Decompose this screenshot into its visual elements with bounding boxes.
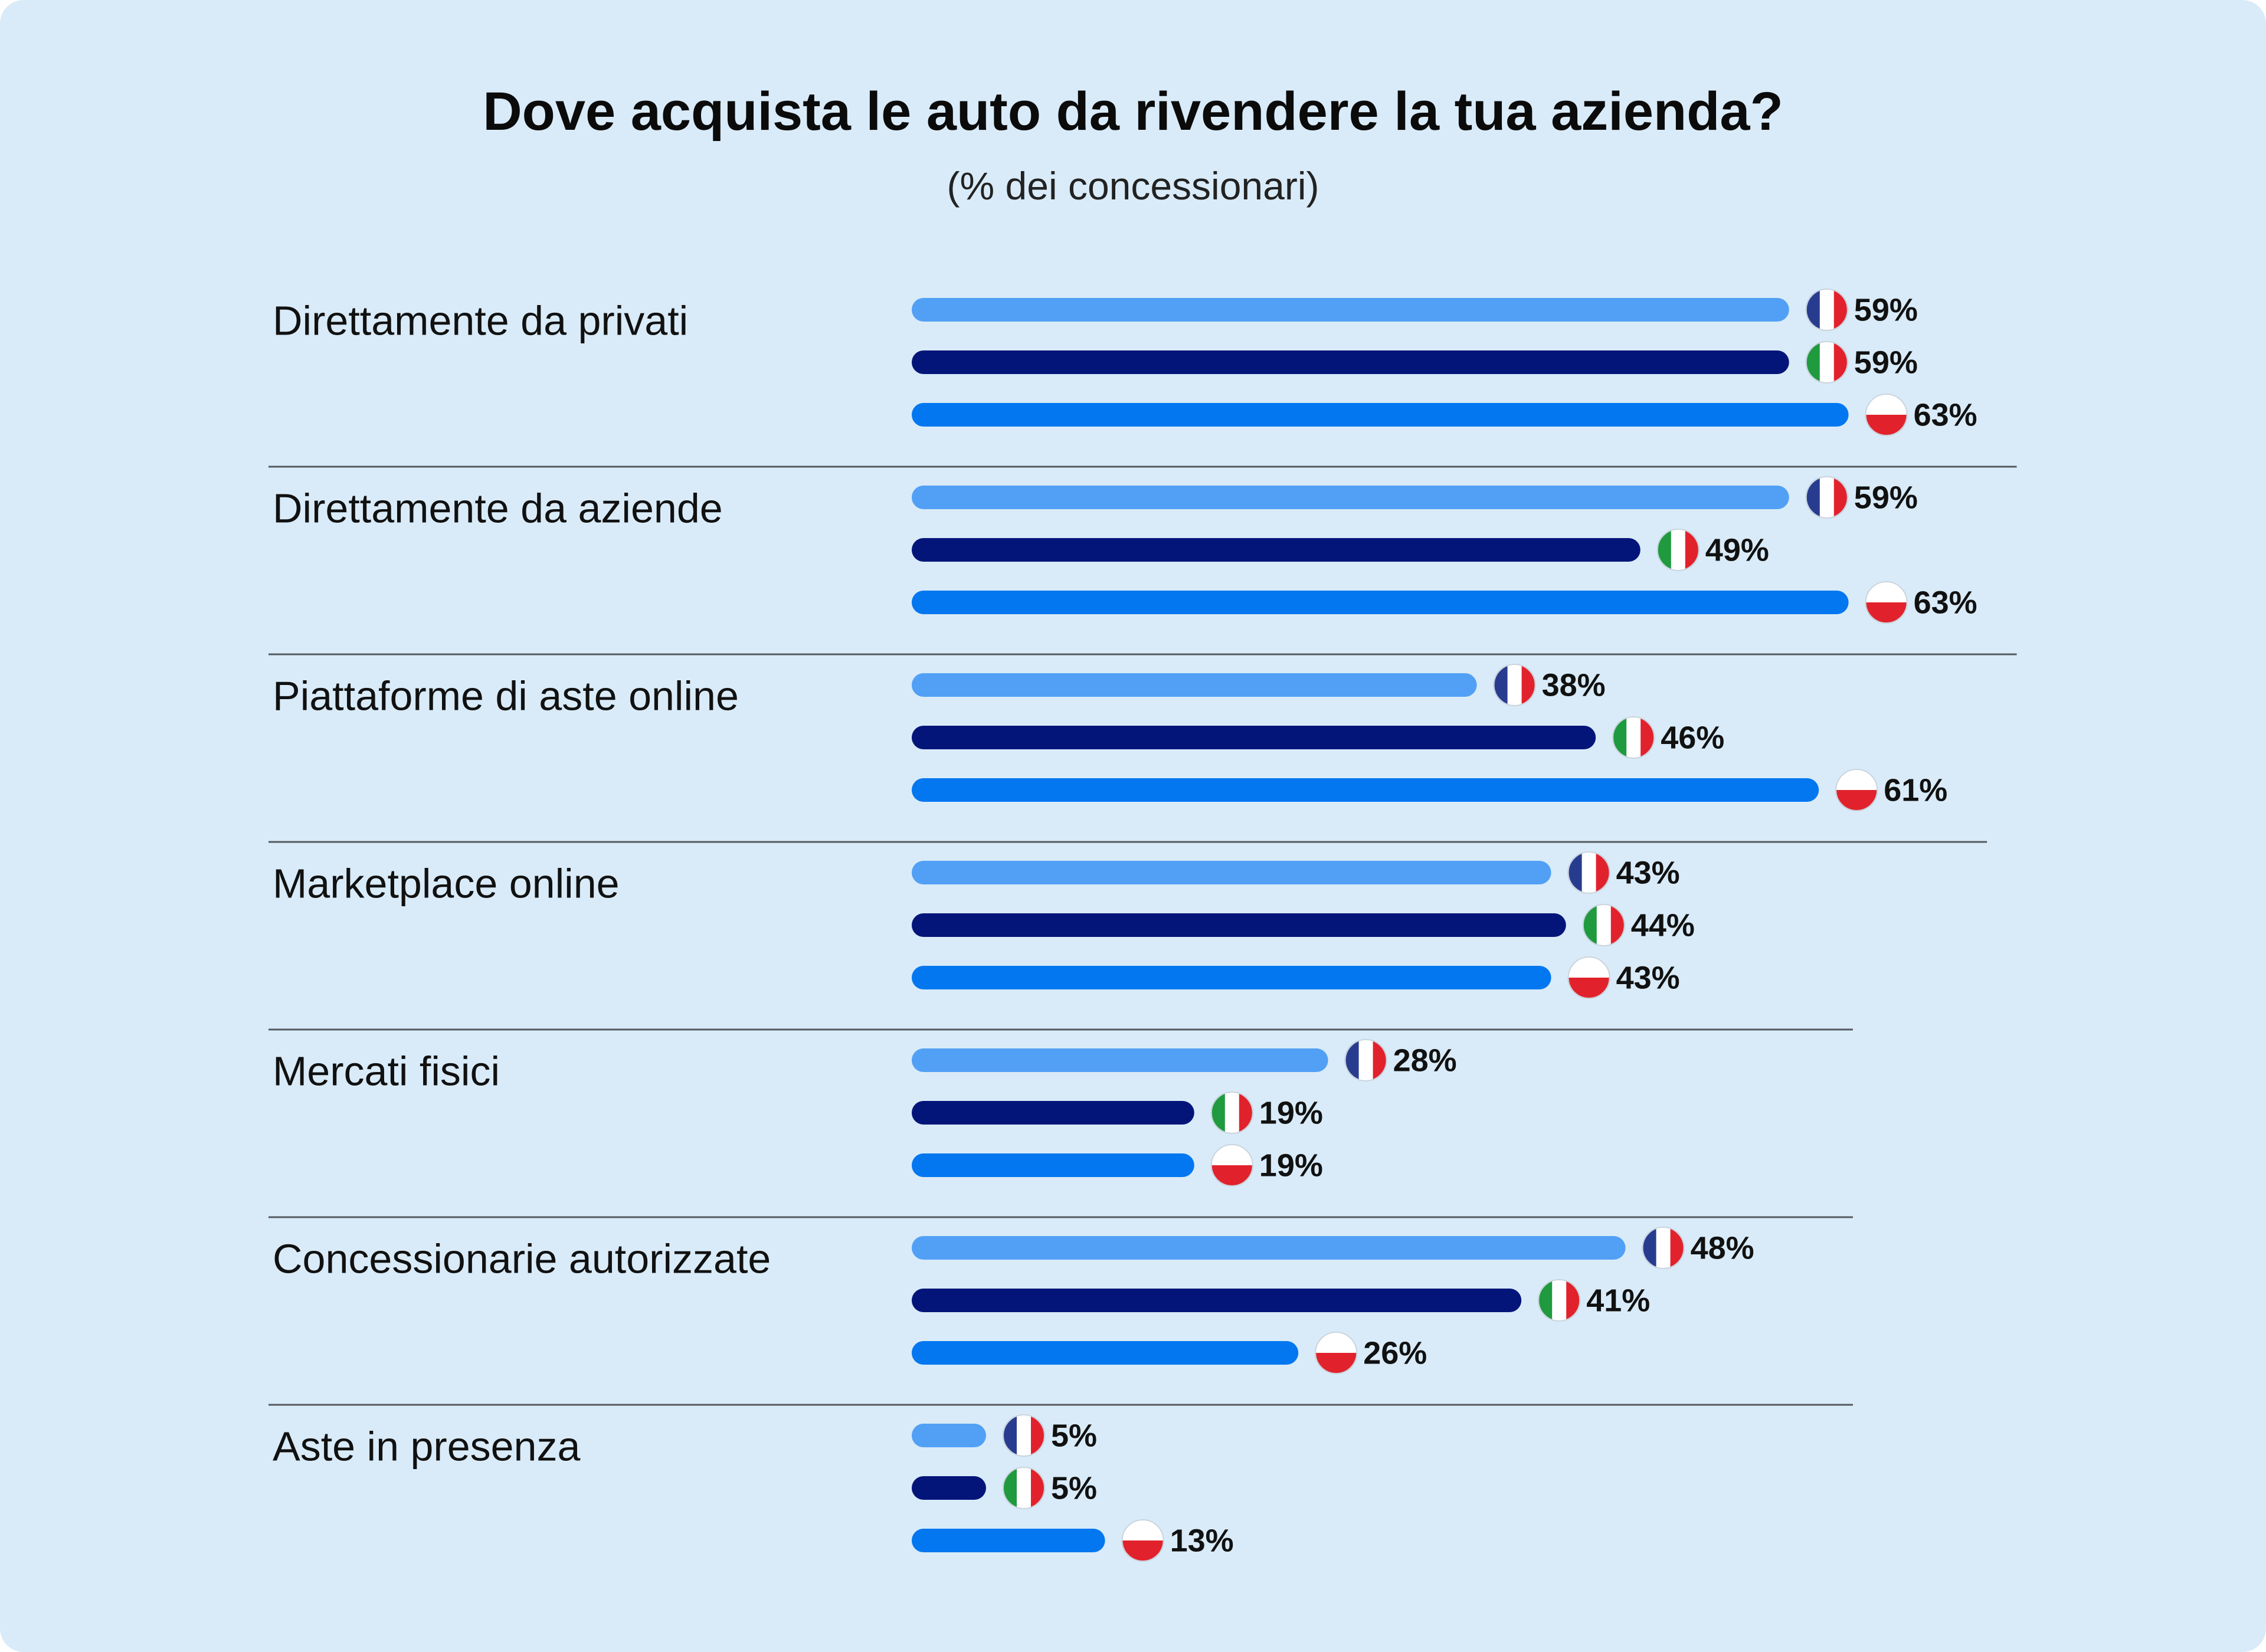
bar-france <box>912 1236 1626 1260</box>
bar-poland <box>912 966 1551 989</box>
category-group: Direttamente da aziende 59% 49% 63% <box>268 476 2017 655</box>
value-label: 5% <box>1051 1418 1097 1453</box>
value-label: 59% <box>1854 345 1918 380</box>
france-flag <box>1642 1227 1685 1269</box>
bar-italy <box>912 1476 986 1500</box>
italy-flag <box>1210 1092 1253 1134</box>
bar-poland <box>912 1153 1194 1177</box>
poland-flag <box>1865 394 1908 436</box>
value-label: 19% <box>1259 1095 1323 1130</box>
france-flag <box>1344 1039 1387 1081</box>
bar-poland <box>912 1341 1299 1365</box>
category-group: Piattaforme di aste online 38% 46% 61% <box>268 664 1987 843</box>
france-flag <box>1805 289 1848 331</box>
value-label: 28% <box>1393 1043 1457 1078</box>
bar-poland <box>912 591 1849 614</box>
category-label: Direttamente da privati <box>273 297 688 343</box>
bar-italy <box>912 1289 1522 1312</box>
chart-title: Dove acquista le auto da rivendere la tu… <box>483 81 1783 142</box>
bar-poland <box>912 403 1849 427</box>
category-group: Marketplace online 43% 44% 43% <box>268 851 1853 1031</box>
category-label: Marketplace online <box>273 860 620 906</box>
poland-flag <box>1567 956 1610 999</box>
italy-flag <box>1582 904 1625 946</box>
value-label: 13% <box>1170 1523 1234 1558</box>
italy-flag <box>1003 1467 1045 1509</box>
bar-france <box>912 486 1789 509</box>
bar-italy <box>912 538 1640 562</box>
value-label: 59% <box>1854 292 1918 327</box>
value-label: 44% <box>1631 907 1695 943</box>
category-group: Aste in presenza 5% 5% 13% <box>273 1414 1234 1562</box>
bar-france <box>912 298 1789 322</box>
bar-france <box>912 1048 1328 1072</box>
france-flag <box>1567 851 1610 894</box>
bar-poland <box>912 1529 1105 1552</box>
category-label: Direttamente da aziende <box>273 485 723 531</box>
value-label: 46% <box>1661 720 1724 755</box>
italy-flag <box>1656 529 1700 571</box>
category-group: Concessionarie autorizzate 48% 41% 26% <box>268 1227 1853 1406</box>
value-label: 43% <box>1616 855 1680 890</box>
category-label: Mercati fisici <box>273 1048 500 1094</box>
france-flag <box>1805 476 1848 519</box>
chart-subtitle: (% dei concessionari) <box>947 164 1319 208</box>
value-label: 19% <box>1259 1148 1323 1183</box>
category-label: Aste in presenza <box>273 1423 580 1469</box>
italy-flag <box>1805 341 1848 384</box>
plot-area: Direttamente da privati 59%59%63%Direttam… <box>268 289 2017 1562</box>
poland-flag <box>1121 1519 1164 1562</box>
bar-italy <box>912 1101 1194 1125</box>
value-label: 5% <box>1051 1470 1097 1506</box>
bar-italy <box>912 913 1566 937</box>
value-label: 43% <box>1616 960 1680 995</box>
value-label: 26% <box>1363 1335 1427 1371</box>
category-group: Direttamente da privati 59% 59% 63% <box>268 289 2017 468</box>
category-label: Piattaforme di aste online <box>273 673 739 719</box>
value-label: 49% <box>1705 532 1769 568</box>
category-label: Concessionarie autorizzate <box>273 1235 771 1281</box>
italy-flag <box>1538 1279 1581 1322</box>
value-label: 63% <box>1914 585 1977 620</box>
value-label: 38% <box>1542 667 1606 703</box>
value-label: 63% <box>1914 397 1977 432</box>
poland-flag <box>1835 769 1878 811</box>
italy-flag <box>1612 716 1655 759</box>
value-label: 59% <box>1854 480 1918 515</box>
france-flag <box>1493 664 1536 706</box>
poland-flag <box>1315 1332 1358 1374</box>
france-flag <box>1003 1414 1045 1457</box>
bar-italy <box>912 350 1789 374</box>
bar-france <box>912 861 1551 884</box>
value-label: 61% <box>1884 772 1947 808</box>
poland-flag <box>1210 1144 1253 1186</box>
bar-italy <box>912 726 1596 749</box>
bar-france <box>912 673 1477 697</box>
bar-france <box>912 1424 986 1447</box>
poland-flag <box>1865 581 1908 624</box>
value-label: 41% <box>1586 1283 1650 1318</box>
bar-poland <box>912 778 1819 802</box>
value-label: 48% <box>1691 1230 1754 1266</box>
category-group: Mercati fisici 28% 19% 19% <box>268 1039 1853 1218</box>
